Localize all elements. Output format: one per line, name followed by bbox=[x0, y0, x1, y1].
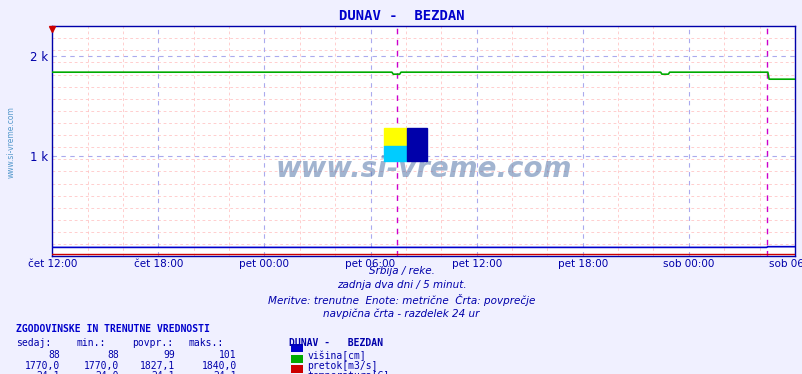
Text: Meritve: trenutne  Enote: metrične  Črta: povprečje: Meritve: trenutne Enote: metrične Črta: … bbox=[268, 294, 534, 306]
Text: 24,1: 24,1 bbox=[213, 371, 237, 374]
Text: 101: 101 bbox=[219, 350, 237, 361]
Text: 1840,0: 1840,0 bbox=[201, 361, 237, 371]
Bar bbox=[383, 128, 407, 146]
Bar bbox=[407, 128, 427, 161]
Text: 1770,0: 1770,0 bbox=[83, 361, 119, 371]
Text: zadnja dva dni / 5 minut.: zadnja dva dni / 5 minut. bbox=[336, 280, 466, 290]
Text: višina[cm]: višina[cm] bbox=[307, 350, 366, 361]
Text: pretok[m3/s]: pretok[m3/s] bbox=[307, 361, 378, 371]
Text: 99: 99 bbox=[163, 350, 175, 361]
Text: DUNAV -   BEZDAN: DUNAV - BEZDAN bbox=[289, 338, 383, 349]
Text: navpična črta - razdelek 24 ur: navpična črta - razdelek 24 ur bbox=[323, 308, 479, 319]
Text: 1770,0: 1770,0 bbox=[25, 361, 60, 371]
Text: ZGODOVINSKE IN TRENUTNE VREDNOSTI: ZGODOVINSKE IN TRENUTNE VREDNOSTI bbox=[16, 324, 209, 334]
Text: povpr.:: povpr.: bbox=[132, 338, 173, 349]
Text: temperatura[C]: temperatura[C] bbox=[307, 371, 389, 374]
Text: sedaj:: sedaj: bbox=[16, 338, 51, 349]
Text: 1827,1: 1827,1 bbox=[140, 361, 175, 371]
Text: www.si-vreme.com: www.si-vreme.com bbox=[275, 155, 571, 183]
Text: maks.:: maks.: bbox=[188, 338, 224, 349]
Text: min.:: min.: bbox=[76, 338, 106, 349]
Text: 88: 88 bbox=[48, 350, 60, 361]
Text: 88: 88 bbox=[107, 350, 119, 361]
Text: DUNAV -  BEZDAN: DUNAV - BEZDAN bbox=[338, 9, 464, 23]
Text: 24,1: 24,1 bbox=[37, 371, 60, 374]
Bar bbox=[383, 146, 407, 161]
Text: www.si-vreme.com: www.si-vreme.com bbox=[6, 106, 15, 178]
Text: 24,1: 24,1 bbox=[152, 371, 175, 374]
Text: 24,0: 24,0 bbox=[95, 371, 119, 374]
Text: Srbija / reke.: Srbija / reke. bbox=[368, 266, 434, 276]
